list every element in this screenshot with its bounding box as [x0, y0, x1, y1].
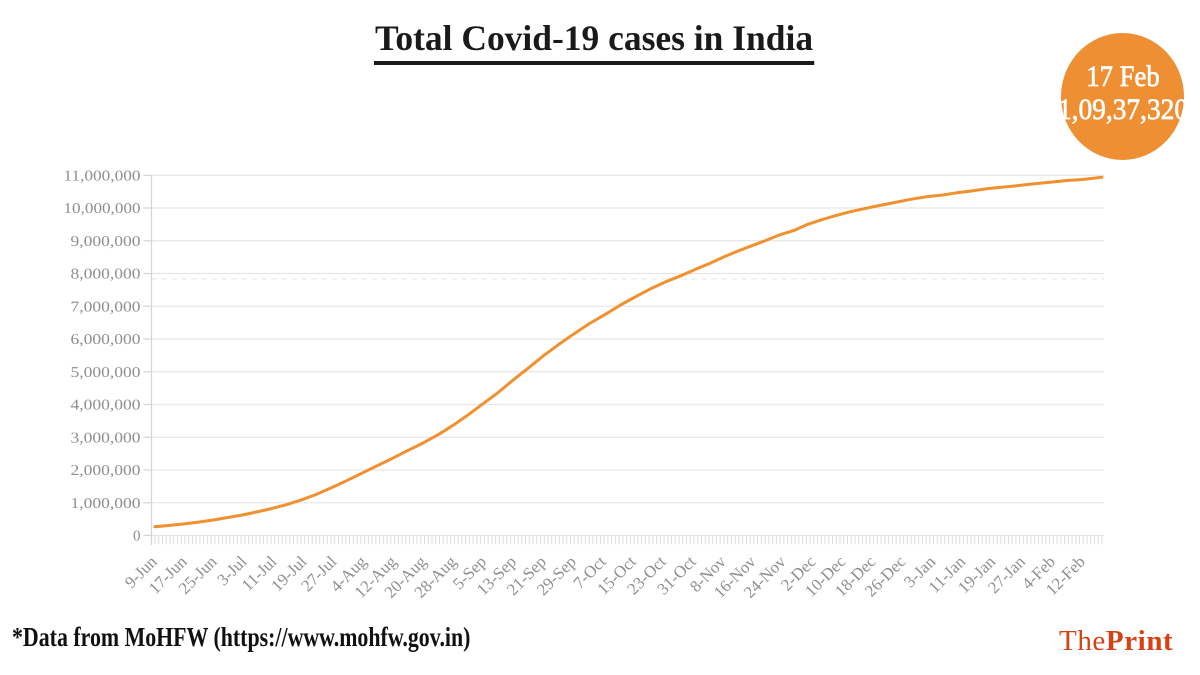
svg-text:4,000,000: 4,000,000 [71, 398, 141, 414]
svg-text:8,000,000: 8,000,000 [71, 267, 141, 283]
svg-text:3,000,000: 3,000,000 [71, 430, 141, 446]
svg-text:10,000,000: 10,000,000 [64, 201, 141, 217]
svg-text:6,000,000: 6,000,000 [71, 332, 141, 348]
svg-text:1,000,000: 1,000,000 [71, 496, 141, 512]
svg-text:7,000,000: 7,000,000 [71, 299, 141, 315]
svg-text:9,000,000: 9,000,000 [71, 234, 141, 250]
svg-text:0: 0 [133, 529, 141, 545]
svg-text:11,000,000: 11,000,000 [64, 168, 141, 184]
svg-text:5,000,000: 5,000,000 [71, 365, 141, 381]
svg-text:2,000,000: 2,000,000 [71, 463, 141, 479]
